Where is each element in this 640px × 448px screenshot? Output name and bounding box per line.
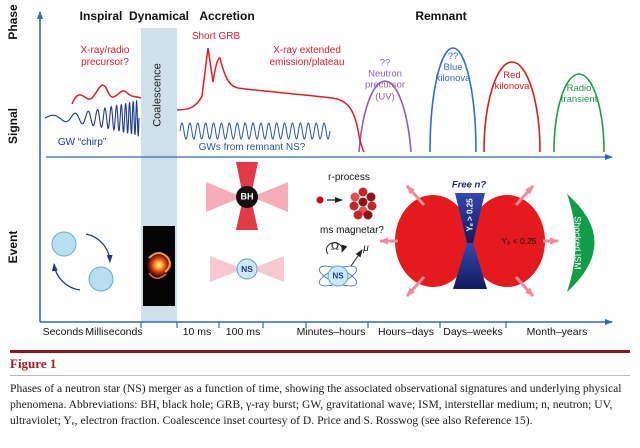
label-line: precursor [364,80,406,91]
polar-funnel-bottom [453,243,487,289]
shocked-ism-crescent [567,194,595,292]
label-line: ?? [379,57,391,69]
grb-plateau-curve [176,47,365,153]
polar-funnel-top [455,193,485,243]
gw-chirp-wave [44,100,140,137]
ye-high-label: Yₑ > 0.25 [465,198,475,232]
free-neutrons-label: Free n? [451,179,487,191]
shocked-ism-label: Shocked ISM [572,216,583,270]
bh-label: BH [240,191,254,202]
time-axis-ticks [140,322,507,328]
label-line: Neutron [368,68,402,80]
figure-diagram: Phase Signal Event Inspiral Dynamical Ac… [5,4,613,338]
ejecta-arrows [379,184,559,298]
blue-kilonova-label: ?? Blue kilonova [436,51,471,85]
red-kilonova-label: Red kilonova [495,70,530,92]
ms-magnetar-label: ms magnetar? [320,225,384,237]
bh-jet-graphic [206,162,288,230]
em-signal-curves [71,47,365,153]
precursor-curve [71,84,142,105]
gw-remnant-wave [179,122,331,140]
ejecta-graphic [379,184,559,298]
signal-axis-label: Signal [5,107,20,145]
label-line: X-ray/radio [80,45,130,57]
label-line: transient [560,94,598,105]
axes-lines [37,11,613,325]
coalescence-label: Coalescence [151,63,164,127]
gw-chirp-label: GW “chirp” [57,137,107,149]
magnetar-graphic [318,242,363,287]
event-axis-label: Event [5,230,20,264]
caption-divider-rule [10,375,630,376]
label-line: (UV) [375,91,395,103]
label-line: emission/plateau [269,57,345,68]
label-line: Radio [566,82,592,94]
phase-dynamical-label: Dynamical [128,8,190,23]
neutron-precursor-label: ?? Neutron precursor (UV) [365,58,405,103]
ns-wind-graphic [210,256,284,282]
time-label-days-weeks: Days–weeks [443,325,503,338]
label-line: kilonova [494,81,530,92]
ns-magnetar-label: NS [332,271,344,281]
figure-label: Figure 1 [10,356,57,371]
ns-binary-graphic [51,231,114,292]
label-line: ?? [447,51,459,63]
label-line: Blue [443,62,463,74]
label-line: X-ray extended [273,45,341,57]
figure-caption-text: Phases of a neutron star (NS) merger as … [10,382,622,427]
time-label-100ms: 100 ms [225,325,261,338]
r-process-graphic [316,187,377,220]
omega-symbol: Ω [330,240,340,253]
diagram-canvas [37,11,613,328]
xray-extended-label: X-ray extended emission/plateau [269,45,344,69]
phase-inspiral-label: Inspiral [79,8,123,23]
short-grb-label: Short GRB [191,31,241,43]
label-line: Red [503,69,521,81]
phase-axis-label: Phase [5,4,20,40]
phase-remnant-label: Remnant [415,8,467,23]
neutron-precursor-arc [358,80,412,153]
time-label-milliseconds: Milliseconds [85,325,143,338]
transient-arcs [358,47,605,153]
radio-transient-arc [553,73,605,153]
radio-transient-label: Radio transient [561,83,597,105]
coalescence-inset [143,226,175,306]
time-label-minutes-hours: Minutes–hours [296,325,366,338]
gw-remnant-label: GWs from remnant NS? [198,142,306,154]
time-label-month-years: Month–years [526,325,588,338]
label-line: kilonova [435,73,471,85]
phase-accretion-label: Accretion [199,8,255,23]
heavy-nucleus [349,187,377,220]
ye-low-label: Yₑ < 0.25 [501,235,537,246]
label-line: precursor? [81,57,129,68]
red-kilonova-arc [483,61,541,153]
time-label-10ms: 10 ms [182,325,212,338]
xray-radio-precursor-label: X-ray/radio precursor? [81,45,130,69]
time-label-seconds: Seconds [42,325,84,338]
blue-kilonova-arc [429,47,477,153]
figure-caption-block: Figure 1 Phases of a neutron star (NS) m… [10,346,630,429]
mu-symbol: μ [363,243,369,255]
r-process-label: r-process [328,172,370,184]
time-label-hours-days: Hours–days [377,325,435,338]
caption-top-rule [10,350,630,353]
ns-label: NS [241,263,253,274]
